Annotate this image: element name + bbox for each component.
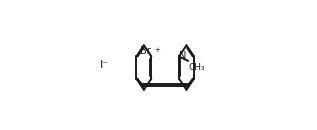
Text: CH₃: CH₃ [189,63,205,72]
Text: I⁻: I⁻ [100,60,109,70]
Text: +: + [155,47,160,53]
Text: Br: Br [140,46,151,56]
Text: N: N [179,51,187,61]
